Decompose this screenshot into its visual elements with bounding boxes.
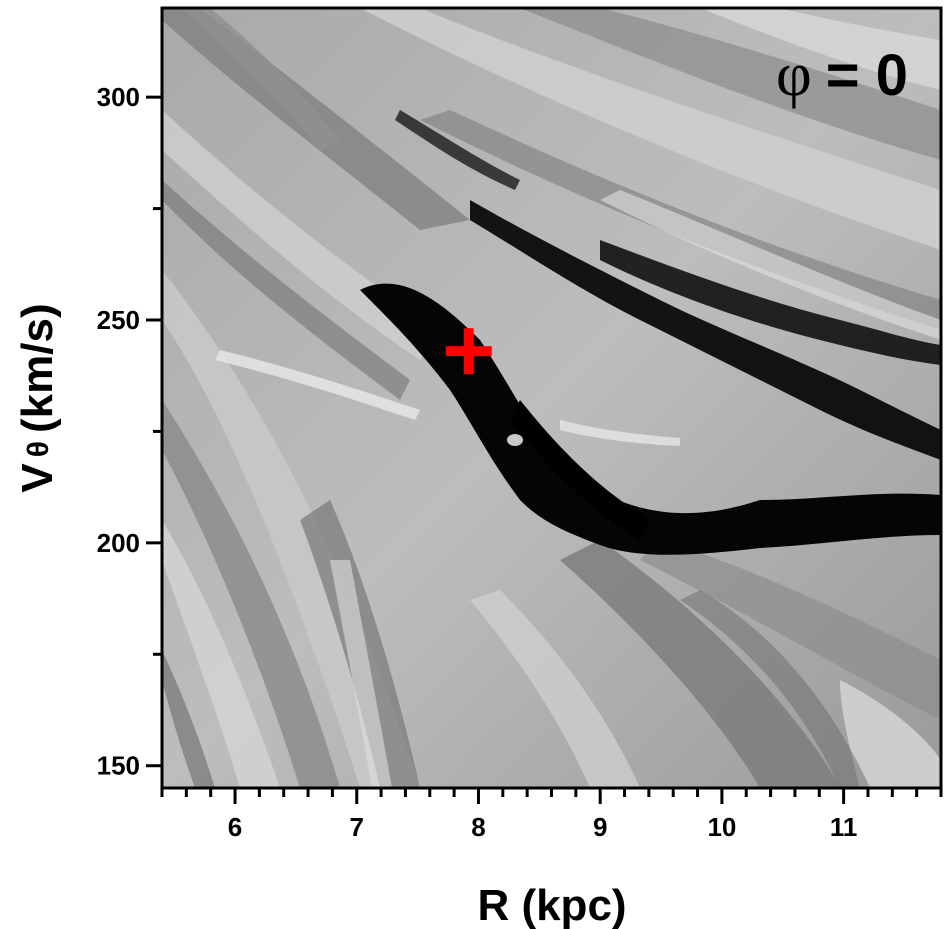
plot-area bbox=[160, 6, 943, 790]
y-tick-label: 250 bbox=[97, 305, 140, 335]
density-field bbox=[162, 8, 941, 788]
annotation: φ = 0 bbox=[776, 41, 908, 109]
x-tick-label: 6 bbox=[228, 812, 242, 842]
marker-layer bbox=[445, 328, 492, 375]
marker-plus-vertical bbox=[463, 328, 474, 375]
x-tick-label: 10 bbox=[707, 812, 736, 842]
x-tick-label: 8 bbox=[471, 812, 485, 842]
y-axis-title-main: V bbox=[13, 463, 62, 493]
y-axis-title-sub: θ bbox=[22, 441, 55, 457]
y-axis-title-unit: (km/s) bbox=[13, 303, 62, 433]
x-tick-label: 7 bbox=[350, 812, 364, 842]
x-axis: 6 7 8 9 10 11 bbox=[160, 788, 943, 842]
y-tick-label: 150 bbox=[97, 751, 140, 781]
y-axis-title: Vθ (km/s) bbox=[13, 303, 62, 492]
x-tick-label: 11 bbox=[830, 812, 858, 842]
annotation-symbol: φ bbox=[776, 41, 812, 109]
annotation-text: = 0 bbox=[826, 43, 908, 108]
y-tick-label: 200 bbox=[97, 528, 140, 558]
x-tick-label: 9 bbox=[593, 812, 607, 842]
x-axis-title: R (kpc) bbox=[477, 881, 626, 929]
y-axis: 150 200 250 300 bbox=[97, 82, 162, 781]
y-tick-label: 300 bbox=[97, 82, 140, 112]
